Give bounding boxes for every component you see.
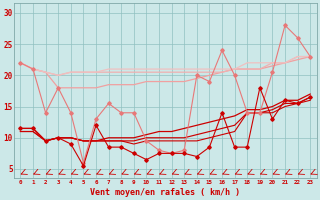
X-axis label: Vent moyen/en rafales ( km/h ): Vent moyen/en rafales ( km/h ) <box>90 188 240 197</box>
